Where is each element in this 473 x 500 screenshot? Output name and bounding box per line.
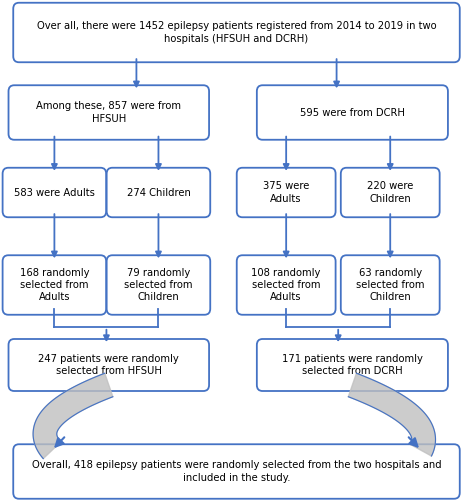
FancyBboxPatch shape <box>257 85 448 140</box>
Text: Overall, 418 epilepsy patients were randomly selected from the two hospitals and: Overall, 418 epilepsy patients were rand… <box>32 460 441 482</box>
FancyBboxPatch shape <box>236 168 335 217</box>
FancyBboxPatch shape <box>341 255 439 315</box>
Polygon shape <box>348 374 436 456</box>
Text: 247 patients were randomly
selected from HFSUH: 247 patients were randomly selected from… <box>38 354 179 376</box>
Text: Among these, 857 were from
HFSUH: Among these, 857 were from HFSUH <box>36 102 181 124</box>
Text: 63 randomly
selected from
Children: 63 randomly selected from Children <box>356 268 424 302</box>
FancyBboxPatch shape <box>3 255 106 315</box>
Text: 274 Children: 274 Children <box>126 188 191 198</box>
FancyBboxPatch shape <box>257 339 448 391</box>
FancyBboxPatch shape <box>9 85 209 140</box>
FancyBboxPatch shape <box>13 2 460 62</box>
Text: 108 randomly
selected from
Adults: 108 randomly selected from Adults <box>252 268 321 302</box>
FancyBboxPatch shape <box>107 255 210 315</box>
Text: 171 patients were randomly
selected from DCRH: 171 patients were randomly selected from… <box>282 354 423 376</box>
Text: 220 were
Children: 220 were Children <box>367 182 413 204</box>
FancyBboxPatch shape <box>341 168 439 217</box>
FancyBboxPatch shape <box>3 168 106 217</box>
Text: 595 were from DCRH: 595 were from DCRH <box>300 108 405 118</box>
FancyBboxPatch shape <box>107 168 210 217</box>
Text: 168 randomly
selected from
Adults: 168 randomly selected from Adults <box>20 268 89 302</box>
Polygon shape <box>33 374 113 458</box>
FancyBboxPatch shape <box>13 444 460 499</box>
FancyBboxPatch shape <box>9 339 209 391</box>
Text: Over all, there were 1452 epilepsy patients registered from 2014 to 2019 in two
: Over all, there were 1452 epilepsy patie… <box>37 22 436 44</box>
Text: 375 were
Adults: 375 were Adults <box>263 182 309 204</box>
FancyBboxPatch shape <box>236 255 335 315</box>
Text: 583 were Adults: 583 were Adults <box>14 188 95 198</box>
Text: 79 randomly
selected from
Children: 79 randomly selected from Children <box>124 268 193 302</box>
